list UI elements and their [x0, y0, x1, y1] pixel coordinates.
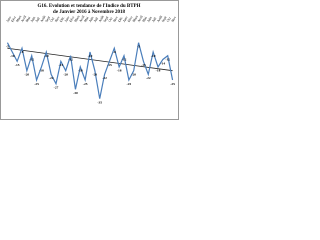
data-label: -5: [137, 44, 140, 48]
data-label: -12: [29, 58, 34, 62]
data-label: -8: [21, 50, 24, 54]
data-label: -18: [78, 69, 83, 73]
data-label: -15: [15, 63, 20, 67]
x-tick-label: Févr: [127, 15, 134, 23]
data-label: -5: [6, 44, 9, 48]
x-tick-label: Juin: [88, 16, 95, 23]
data-label: -10: [88, 54, 93, 58]
data-label: -20: [131, 72, 136, 76]
data-label: -10: [151, 54, 156, 58]
x-tick-label: Déc: [117, 16, 124, 23]
data-label: -10: [44, 54, 49, 58]
x-tick-label: Janv: [6, 15, 13, 23]
data-label: -22: [146, 76, 151, 80]
x-tick-label: Mars: [15, 14, 22, 23]
x-tick-label: Avril: [137, 15, 144, 23]
data-label: -20: [25, 72, 30, 76]
x-tick-label: Sept: [161, 15, 168, 22]
data-label: -25: [170, 82, 175, 86]
x-tick-label: Févr: [10, 15, 17, 23]
x-tick-label: Mai: [83, 16, 89, 23]
x-tick-label: Oct: [49, 16, 55, 22]
x-tick-label: Sept: [103, 15, 110, 22]
x-tick-label: Nov: [171, 15, 178, 22]
x-tick-label: Juin: [146, 16, 153, 23]
data-label: -15: [59, 63, 64, 67]
data-label: -15: [107, 63, 112, 67]
chart-subtitle: de Janvier 2016 à Novembre 2018: [53, 10, 125, 15]
x-tick-label: Août: [98, 15, 105, 23]
data-label: -12: [122, 58, 127, 62]
x-tick-label: Mars: [74, 14, 81, 23]
x-tick-label: Sept: [44, 15, 51, 22]
x-tick-label: Nov: [112, 15, 119, 22]
data-label: -14: [161, 61, 166, 65]
data-label: -35: [97, 100, 102, 104]
x-tick-label: Mars: [132, 14, 139, 23]
data-label: -8: [113, 50, 116, 54]
data-label: -25: [83, 82, 88, 86]
x-tick-label: Mai: [142, 16, 148, 23]
x-tick-label: Août: [156, 15, 163, 23]
x-tick-label: Nov: [54, 15, 61, 22]
x-tick-label: Oct: [108, 16, 114, 22]
chart: G16. Evolution et tendance de l'Indice d…: [0, 0, 179, 120]
x-tick-label: Janv: [122, 15, 129, 23]
data-label: -15: [141, 63, 146, 67]
data-label: -25: [34, 82, 39, 86]
data-label: -18: [156, 69, 161, 73]
x-tick-label: Août: [40, 15, 47, 23]
data-label: -20: [93, 72, 98, 76]
x-tick-label: Mai: [25, 16, 31, 23]
x-tick-label: Juil: [151, 16, 157, 22]
x-tick-label: Juin: [30, 16, 37, 23]
x-tick-label: Avril: [20, 15, 27, 23]
chart-title: G16. Evolution et tendance de l'Indice d…: [37, 4, 140, 9]
data-label: -30: [73, 91, 78, 95]
data-label: -18: [117, 69, 122, 73]
x-tick-label: Juil: [93, 16, 99, 22]
data-label: -25: [127, 82, 132, 86]
data-line: [6, 42, 174, 99]
data-label: -22: [49, 76, 54, 80]
data-label: -22: [102, 76, 107, 80]
data-label: -12: [165, 58, 170, 62]
data-label: -12: [68, 58, 73, 62]
x-tick-label: Avril: [78, 15, 85, 23]
x-tick-label: Janv: [64, 15, 71, 23]
x-tick-label: Oct: [166, 16, 172, 22]
data-label: -18: [39, 69, 44, 73]
x-tick-label: Déc: [59, 16, 66, 23]
data-label: -20: [63, 72, 68, 76]
x-tick-label: Juil: [35, 16, 41, 22]
data-label: -27: [54, 86, 59, 90]
x-tick-label: Févr: [69, 15, 76, 23]
data-label: -10: [10, 54, 15, 58]
